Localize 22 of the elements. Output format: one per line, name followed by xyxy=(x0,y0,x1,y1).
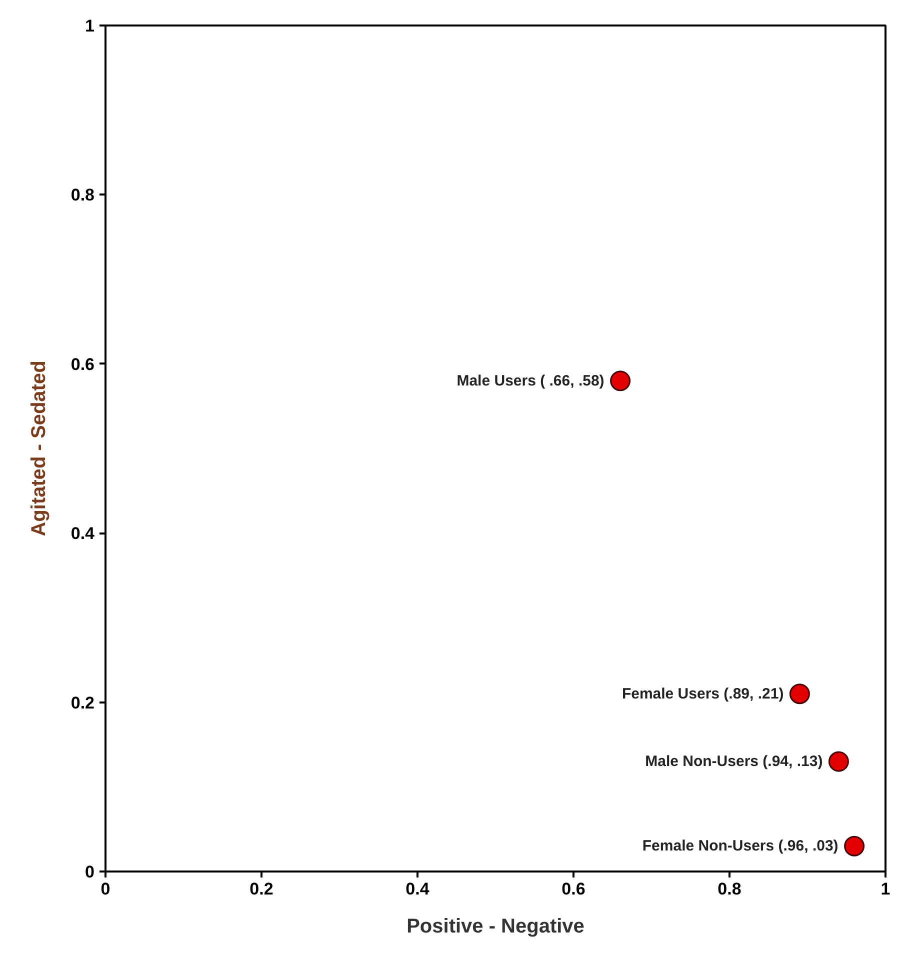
x-tick-label: 0.2 xyxy=(250,880,274,898)
y-tick-label: 1 xyxy=(85,16,95,36)
x-tick-label: 1 xyxy=(880,880,890,898)
y-tick-label: 0.2 xyxy=(70,693,95,712)
x-tick-label: 0.4 xyxy=(406,880,430,898)
point xyxy=(789,684,810,704)
y-tick-label: 0 xyxy=(85,862,95,882)
y-tick-label: 0.8 xyxy=(70,186,95,205)
y-axis-title: Agitated - Sedated xyxy=(28,360,50,536)
y-tick-label: 0.4 xyxy=(70,524,96,544)
annotation: Female Users (.89, .21) xyxy=(622,685,784,702)
x-tick-label: 0.6 xyxy=(562,880,586,898)
point xyxy=(610,370,631,392)
x-axis-title: Positive - Negative xyxy=(406,916,584,938)
x-tick-label: 0 xyxy=(100,880,110,898)
annotation: Male Users ( .66, .58) xyxy=(456,372,604,390)
y-tick-label: 0.6 xyxy=(70,354,95,374)
annotation: Female Non-Users (.96, .03) xyxy=(642,838,838,855)
annotation: Male Non-Users (.94, .13) xyxy=(645,753,823,770)
point xyxy=(844,836,865,856)
point xyxy=(828,751,849,772)
x-tick-label: 0.8 xyxy=(718,880,742,898)
